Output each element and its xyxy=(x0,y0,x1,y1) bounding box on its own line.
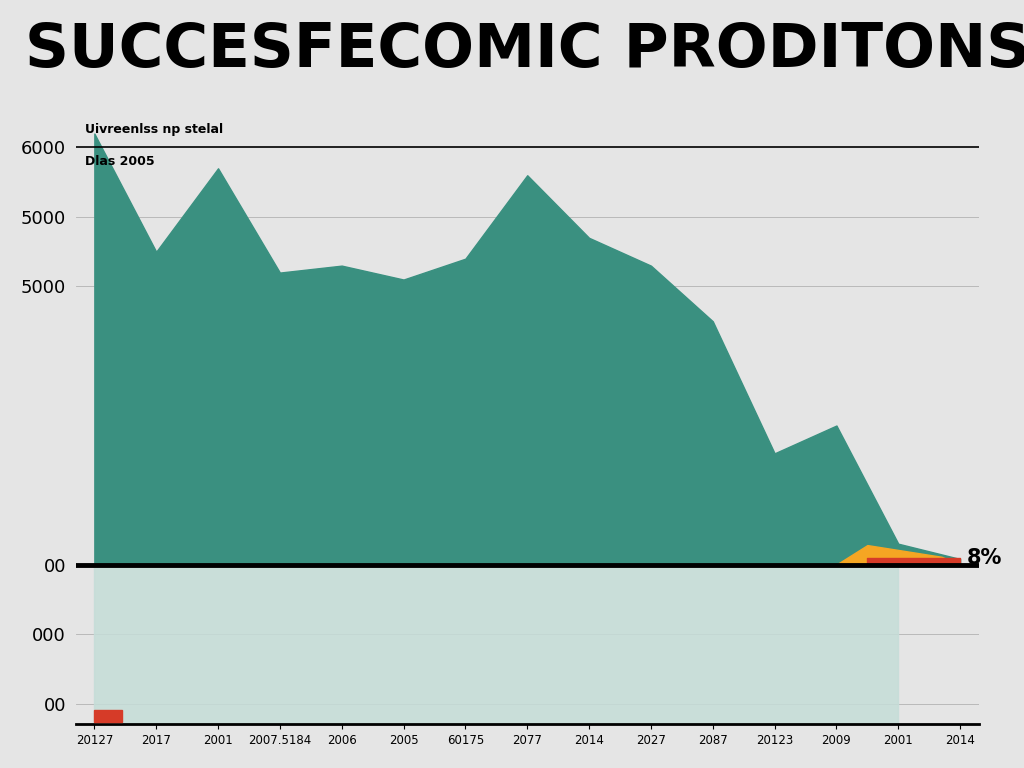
Text: Dlas 2005: Dlas 2005 xyxy=(85,155,155,168)
Text: Uivreenlss np stelal: Uivreenlss np stelal xyxy=(85,124,223,137)
Title: SUCCESFECOMIC PRODITONS: SUCCESFECOMIC PRODITONS xyxy=(25,21,1024,80)
Bar xyxy=(94,710,122,723)
Text: 8%: 8% xyxy=(967,548,1001,568)
